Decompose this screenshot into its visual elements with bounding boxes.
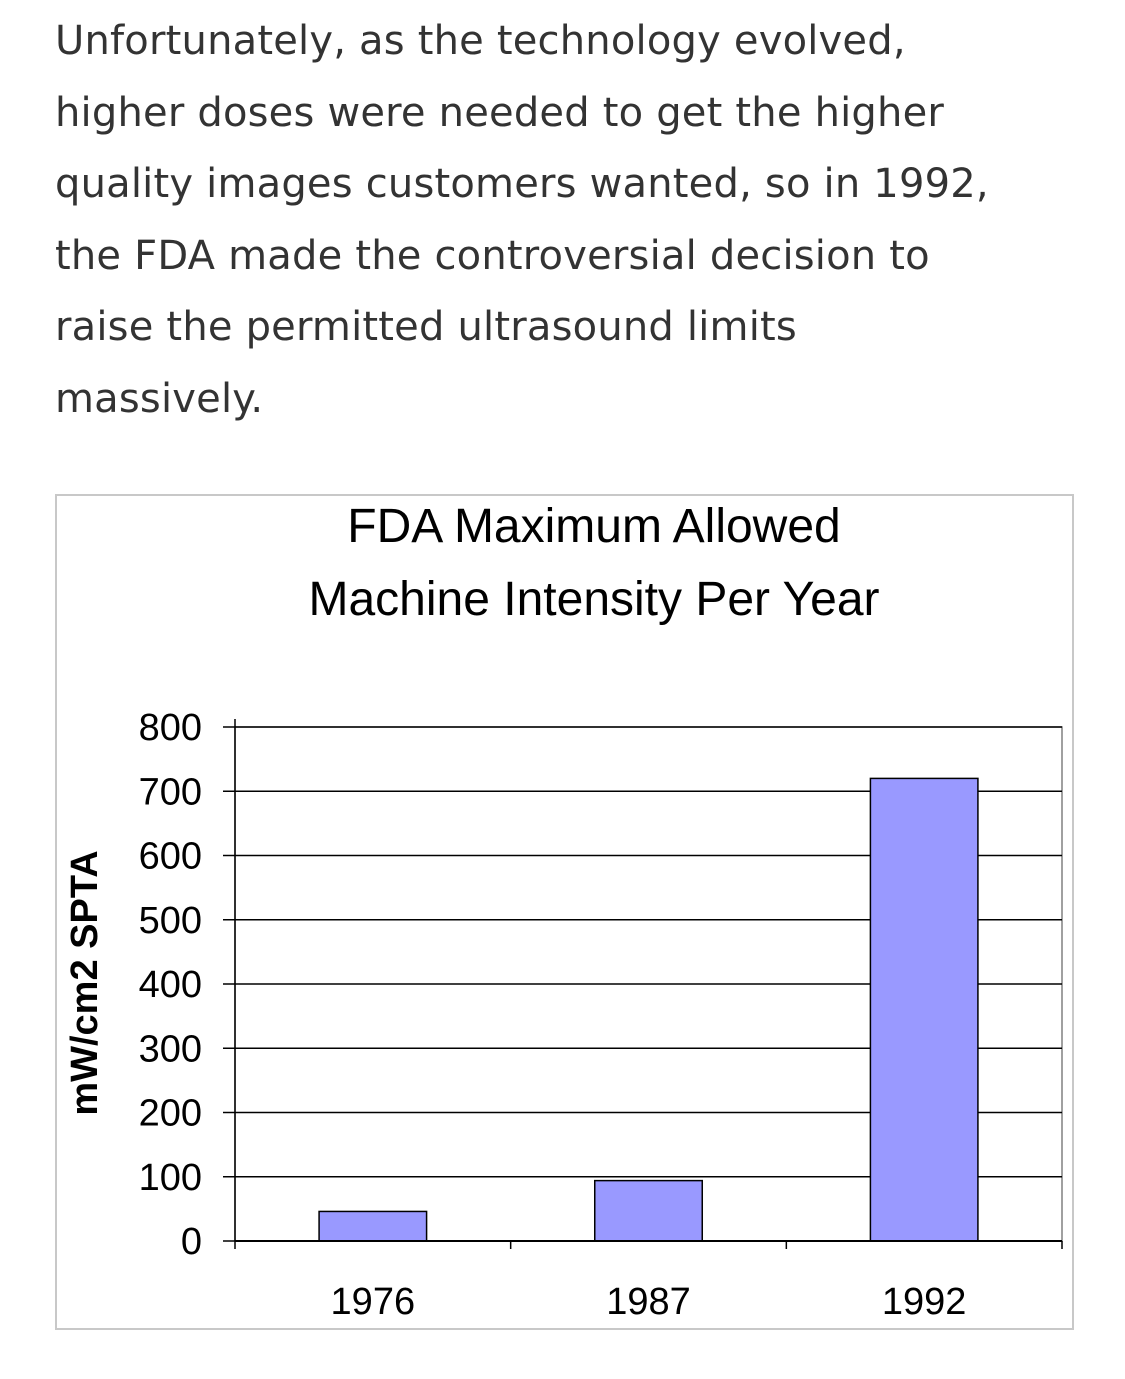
chart-title-line: Machine Intensity Per Year	[308, 573, 879, 626]
y-tick-label: 500	[139, 900, 202, 942]
paragraph-line: massively.	[55, 375, 264, 422]
y-tick-label: 600	[139, 836, 202, 878]
y-tick-label: 200	[139, 1093, 202, 1135]
paragraph-line: higher doses were needed to get the high…	[55, 89, 945, 136]
bar-chart: FDA Maximum Allowed Machine Intensity Per…	[64, 500, 1063, 1323]
bar-1992	[869, 777, 979, 1242]
paragraph-line: Unfortunately, as the technology evolved…	[55, 18, 906, 64]
y-tick-label: 400	[139, 964, 202, 1006]
y-tick-label: 300	[139, 1028, 202, 1070]
y-tick-label: 800	[139, 707, 202, 749]
paragraph-line: quality images customers wanted, so in 1…	[55, 161, 989, 207]
chart-frame: FDA Maximum Allowed Machine Intensity Per…	[55, 494, 1074, 1330]
x-tick-label: 1992	[882, 1281, 967, 1323]
article-paragraph: Unfortunately, as the technology evolved…	[55, 6, 1095, 435]
y-tick-labels: 0 100 200 300 400 500 600 700 800	[139, 707, 202, 1263]
y-axis-label-text: mW/cm2 SPTA	[64, 850, 106, 1115]
bars	[318, 777, 979, 1242]
y-tick-label: 700	[139, 771, 202, 813]
x-tick-label: 1976	[331, 1281, 416, 1323]
bar-1987	[593, 1179, 704, 1242]
paragraph-line: raise the permitted ultrasound limits	[55, 304, 797, 350]
x-tick-labels: 1976 1987 1992	[331, 1281, 967, 1323]
x-tick-label: 1987	[606, 1281, 691, 1323]
chart-title: FDA Maximum Allowed Machine Intensity Per…	[308, 500, 879, 626]
bar-1976	[318, 1210, 428, 1242]
chart-title-line: FDA Maximum Allowed	[347, 500, 840, 553]
y-tick-label: 0	[181, 1221, 202, 1263]
y-tick-label: 100	[139, 1157, 202, 1199]
y-axis-label: mW/cm2 SPTA	[64, 850, 106, 1115]
paragraph-line: the FDA made the controversial decision …	[55, 232, 930, 279]
axes	[223, 719, 1063, 1249]
